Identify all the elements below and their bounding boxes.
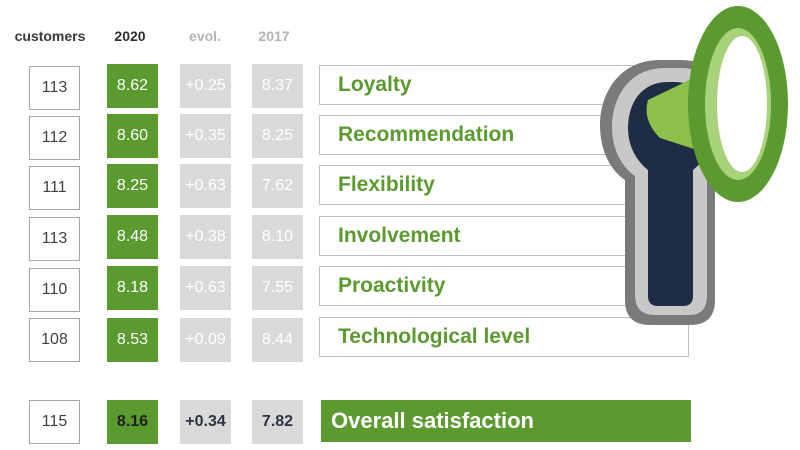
score-2017-cell: 8.25: [252, 114, 303, 158]
keyhole-megaphone-icon: [600, 6, 788, 325]
score-2020-cell: 8.48: [107, 215, 158, 259]
score-2017-cell: 8.37: [252, 64, 303, 108]
score-2020-cell: 8.62: [107, 64, 158, 108]
score-2017-cell: 7.82: [252, 400, 303, 444]
customers-cell: 115: [29, 400, 80, 444]
evolution-cell: +0.63: [180, 266, 231, 310]
header-2020: 2020: [114, 28, 146, 44]
evolution-cell: +0.35: [180, 114, 231, 158]
evolution-cell: +0.38: [180, 215, 231, 259]
customers-cell: 113: [29, 66, 80, 110]
score-2020-cell: 8.18: [107, 266, 158, 310]
criterion-label: Technological level: [319, 317, 689, 357]
customers-cell: 108: [29, 318, 80, 362]
header-evol: evol.: [189, 28, 221, 44]
score-2020-cell: 8.16: [107, 400, 158, 444]
overall-satisfaction-label: Overall satisfaction: [321, 400, 691, 442]
customers-cell: 110: [29, 268, 80, 312]
evolution-cell: +0.63: [180, 164, 231, 208]
score-2017-cell: 8.10: [252, 215, 303, 259]
score-2020-cell: 8.25: [107, 164, 158, 208]
score-2020-cell: 8.53: [107, 318, 158, 362]
score-2017-cell: 7.55: [252, 266, 303, 310]
score-2017-cell: 7.62: [252, 164, 303, 208]
header-2017: 2017: [258, 28, 290, 44]
score-2020-cell: 8.60: [107, 114, 158, 158]
customers-cell: 111: [29, 166, 80, 210]
score-2017-cell: 8.44: [252, 318, 303, 362]
customers-cell: 112: [29, 116, 80, 160]
evolution-cell: +0.25: [180, 64, 231, 108]
evolution-cell: +0.09: [180, 318, 231, 362]
header-customers: customers: [14, 28, 86, 44]
evolution-cell: +0.34: [180, 400, 231, 444]
customers-cell: 113: [29, 217, 80, 261]
